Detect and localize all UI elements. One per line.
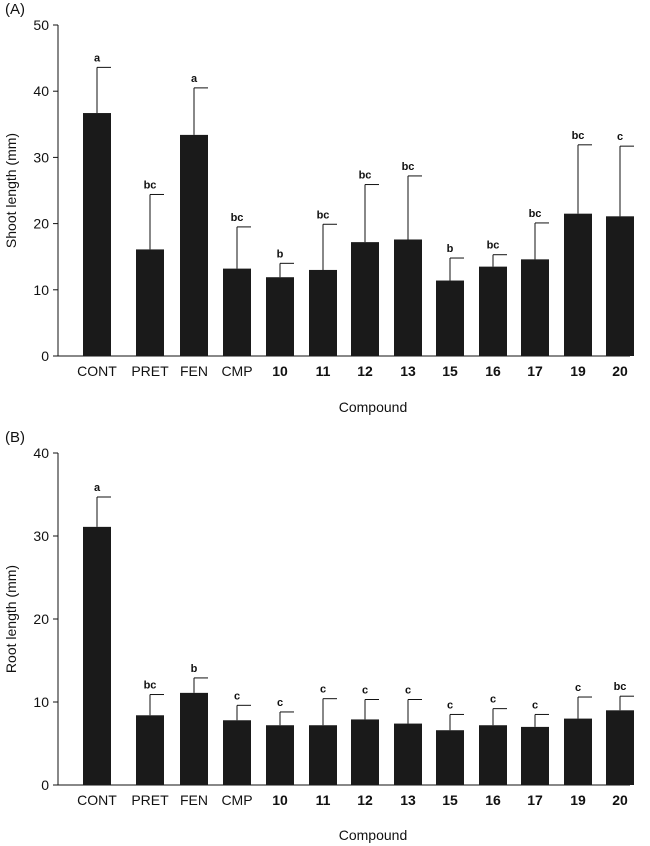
panel-a-category-label: 12: [357, 363, 373, 379]
panel-a-sig-letter: b: [277, 248, 284, 260]
panel-b-category-label: 11: [316, 792, 331, 808]
panel-a-y-tick-label: 50: [33, 17, 49, 33]
panel-b-sig-letter: c: [234, 690, 240, 702]
panel-a-y-tick-label: 0: [41, 348, 49, 364]
panel-b-sig-letter: bc: [144, 680, 157, 692]
panel-b-x-axis-title: Compound: [339, 827, 408, 843]
panel-a-bar-11: [309, 269, 337, 356]
panel-a-category-label: 20: [612, 363, 628, 379]
panel-b-category-label: CMP: [221, 792, 252, 808]
panel-a-bar-CONT: [83, 113, 111, 357]
panel-b-sig-letter: c: [405, 685, 411, 697]
panel-a-bar-12: [351, 242, 379, 356]
panel-a-label: (A): [5, 1, 25, 18]
panel-b-category-label: 17: [527, 792, 543, 808]
panel-b-sig-letter: a: [94, 482, 101, 494]
panel-b-category-label: 19: [570, 792, 586, 808]
panel-a-sig-letter: bc: [231, 212, 244, 224]
panel-b-bar-17: [521, 726, 549, 785]
panel-a-bar-20: [606, 216, 634, 356]
panel-b-category-label: PRET: [131, 792, 169, 808]
panel-b-sig-letter: c: [490, 694, 496, 706]
panel-a-bar-10: [266, 277, 294, 356]
panel-a-category-label: 10: [272, 363, 288, 379]
panel-b-bar-16: [479, 725, 507, 785]
panel-b-category-label: 10: [272, 792, 288, 808]
panel-b-sig-letter: c: [362, 685, 368, 697]
panel-a-y-tick-label: 30: [33, 149, 49, 165]
panel-a-sig-letter: bc: [402, 161, 415, 173]
panel-a-category-label: 13: [400, 363, 416, 379]
panel-a-sig-letter: bc: [572, 130, 585, 142]
panel-b-category-label: 12: [357, 792, 373, 808]
panel-b-bar-15: [436, 730, 464, 785]
panel-a-sig-letter: bc: [317, 209, 330, 221]
panel-b-sig-letter: c: [277, 697, 283, 709]
panel-a-y-tick-label: 20: [33, 216, 49, 232]
panel-b-label: (B): [5, 429, 25, 446]
panel-a-category-label: CMP: [221, 363, 252, 379]
panel-b-bar-11: [309, 725, 337, 785]
panel-b-category-label: 16: [485, 792, 501, 808]
panel-b-bar-13: [394, 723, 422, 785]
panel-b-bar-CONT: [83, 526, 111, 785]
panel-a-category-label: 19: [570, 363, 586, 379]
panel-a-sig-letter: bc: [529, 208, 542, 220]
panel-b-bar-FEN: [180, 692, 208, 785]
panel-b-bar-CMP: [223, 720, 251, 785]
panel-a-bar-CMP: [223, 268, 251, 356]
panel-b-chart: (B) 0 10 20 30 40 Root length (mm) Compound a CON…: [3, 429, 634, 843]
panel-b-y-tick-label: 30: [33, 528, 49, 544]
panel-a-bar-15: [436, 280, 464, 356]
panel-a-bar-16: [479, 266, 507, 356]
panel-a-y-axis-title: Shoot length (mm): [3, 133, 19, 248]
panel-b-sig-letter: bc: [614, 681, 627, 693]
panel-a-y-tick-label: 40: [33, 83, 49, 99]
panel-a-category-label: 11: [316, 363, 331, 379]
panel-a-sig-letter: bc: [487, 240, 500, 252]
panel-b-sig-letter: b: [191, 663, 198, 675]
panel-b-bar-20: [606, 710, 634, 785]
panel-b-category-label: 20: [612, 792, 628, 808]
panel-a-category-label: PRET: [131, 363, 169, 379]
panel-b-category-label: FEN: [180, 792, 208, 808]
panel-a-category-label: 16: [485, 363, 501, 379]
panel-b-sig-letter: c: [447, 699, 453, 711]
panel-a-category-label: FEN: [180, 363, 208, 379]
panel-a-sig-letter: bc: [144, 179, 157, 191]
panel-b-category-label: CONT: [77, 792, 117, 808]
panel-b-y-tick-label: 10: [33, 694, 49, 710]
panel-a-sig-letter: b: [447, 243, 454, 255]
panel-a-chart: (A) 0 10 20 30 40 50 Shoot length (mm) Compound a…: [3, 1, 634, 415]
panel-b-bar-10: [266, 725, 294, 785]
panel-b-category-label: 13: [400, 792, 416, 808]
panel-a-y-tick-label: 10: [33, 282, 49, 298]
panel-b-sig-letter: c: [575, 682, 581, 694]
panel-b-bar-12: [351, 719, 379, 785]
panel-b-sig-letter: c: [532, 699, 538, 711]
panel-a-sig-letter: bc: [359, 170, 372, 182]
panel-a-sig-letter: a: [191, 73, 198, 85]
panel-a-category-label: CONT: [77, 363, 117, 379]
panel-a-bar-19: [564, 213, 592, 356]
panel-a-bar-PRET: [136, 249, 164, 356]
panel-a-sig-letter: a: [94, 52, 101, 64]
panel-b-bar-19: [564, 718, 592, 785]
panel-b-y-tick-label: 20: [33, 611, 49, 627]
panel-b-sig-letter: c: [320, 684, 326, 696]
panel-b-y-tick-label: 40: [33, 445, 49, 461]
panel-b-category-label: 15: [442, 792, 458, 808]
panel-b-y-axis-title: Root length (mm): [3, 565, 19, 673]
panel-b-bar-PRET: [136, 715, 164, 785]
panel-a-x-axis-title: Compound: [339, 399, 408, 415]
panel-b-y-tick-label: 0: [41, 777, 49, 793]
panel-a-bar-13: [394, 239, 422, 356]
panel-a-sig-letter: c: [617, 131, 623, 143]
panel-a-category-label: 17: [527, 363, 543, 379]
panel-a-category-label: 15: [442, 363, 458, 379]
panel-a-bar-FEN: [180, 134, 208, 356]
panel-a-bar-17: [521, 259, 549, 356]
